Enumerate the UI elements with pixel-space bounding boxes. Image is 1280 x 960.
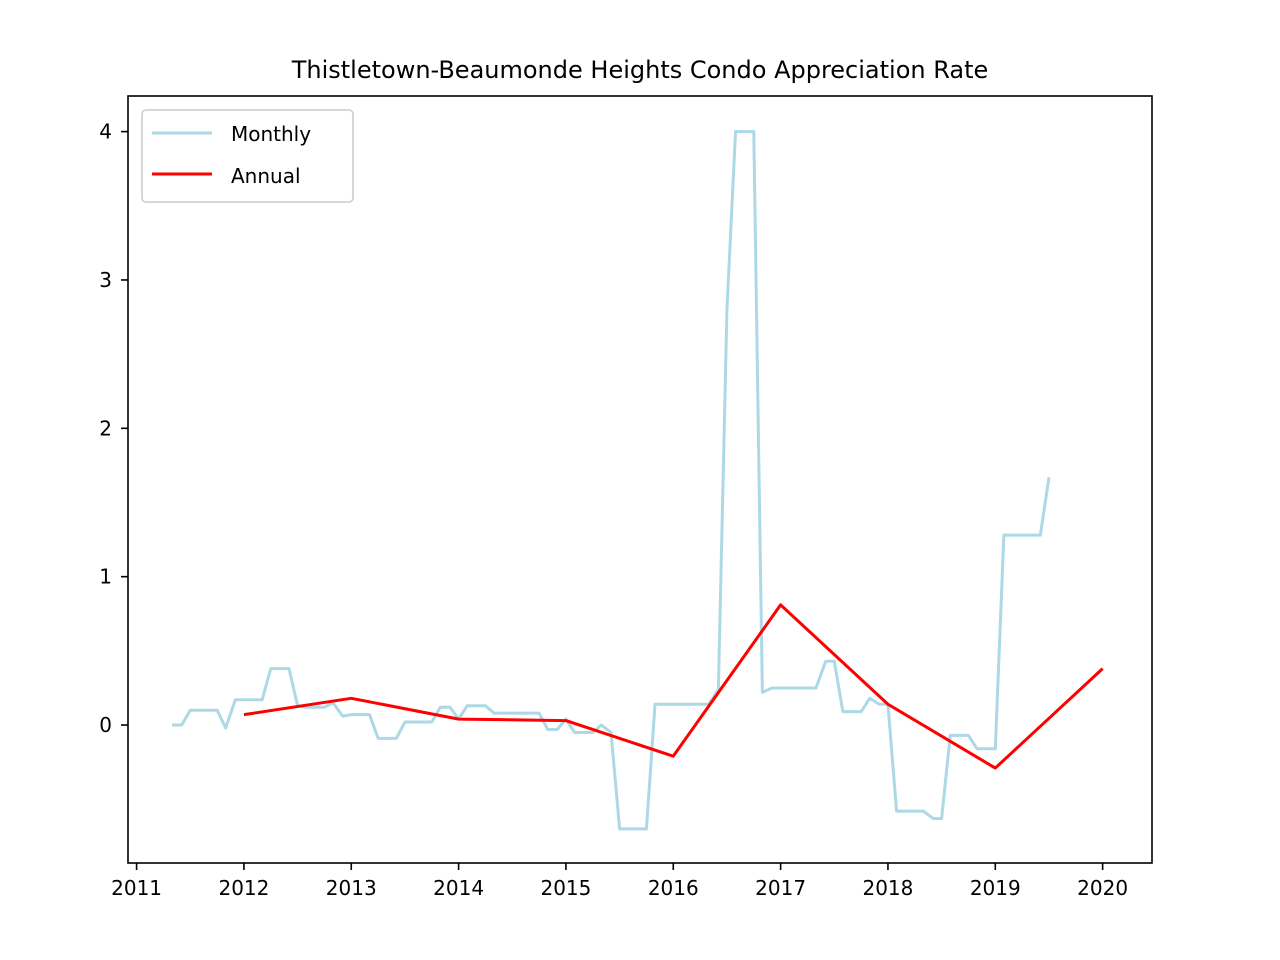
x-tick-label: 2011 xyxy=(111,876,162,900)
series-line-monthly xyxy=(172,130,1051,831)
y-axis: 0 1 2 3 4 xyxy=(99,120,128,737)
y-tick-label: 1 xyxy=(99,565,112,589)
series-layer xyxy=(172,130,1104,831)
plot-frame xyxy=(127,95,1153,864)
x-tick-label: 2018 xyxy=(862,876,913,900)
y-tick-label: 0 xyxy=(99,713,112,737)
legend-label-monthly: Monthly xyxy=(231,122,311,146)
legend-label-annual: Annual xyxy=(231,164,301,188)
x-tick-label: 2013 xyxy=(326,876,377,900)
legend: Monthly Annual xyxy=(141,109,354,203)
y-tick-label: 4 xyxy=(99,120,112,144)
x-tick-label: 2014 xyxy=(433,876,484,900)
x-tick-label: 2020 xyxy=(1077,876,1128,900)
y-tick-label: 3 xyxy=(99,268,112,292)
chart-title: Thistletown-Beaumonde Heights Condo Appr… xyxy=(291,56,989,84)
x-tick-label: 2017 xyxy=(755,876,806,900)
x-axis: 2011 2012 2013 2014 2015 2016 2017 2018 2019 2020 xyxy=(111,863,1128,900)
series-line-annual xyxy=(243,603,1104,770)
x-tick-label: 2012 xyxy=(218,876,269,900)
y-tick-label: 2 xyxy=(99,416,112,440)
x-tick-label: 2015 xyxy=(540,876,591,900)
x-tick-label: 2019 xyxy=(970,876,1021,900)
x-tick-label: 2016 xyxy=(648,876,699,900)
